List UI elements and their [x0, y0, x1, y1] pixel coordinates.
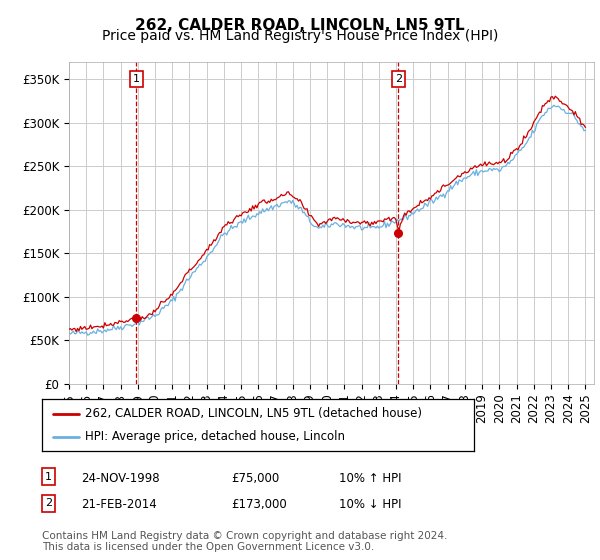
Text: £75,000: £75,000	[231, 472, 279, 484]
Text: 262, CALDER ROAD, LINCOLN, LN5 9TL: 262, CALDER ROAD, LINCOLN, LN5 9TL	[135, 18, 465, 33]
Text: 2: 2	[395, 74, 402, 85]
Text: 10% ↓ HPI: 10% ↓ HPI	[339, 498, 401, 511]
Text: 1: 1	[45, 472, 52, 482]
Text: £173,000: £173,000	[231, 498, 287, 511]
Text: 10% ↑ HPI: 10% ↑ HPI	[339, 472, 401, 484]
Text: HPI: Average price, detached house, Lincoln: HPI: Average price, detached house, Linc…	[85, 431, 345, 444]
Text: Price paid vs. HM Land Registry's House Price Index (HPI): Price paid vs. HM Land Registry's House …	[102, 29, 498, 43]
Text: 24-NOV-1998: 24-NOV-1998	[81, 472, 160, 484]
Text: 21-FEB-2014: 21-FEB-2014	[81, 498, 157, 511]
Text: 1: 1	[133, 74, 140, 85]
Text: 262, CALDER ROAD, LINCOLN, LN5 9TL (detached house): 262, CALDER ROAD, LINCOLN, LN5 9TL (deta…	[85, 407, 422, 420]
Text: Contains HM Land Registry data © Crown copyright and database right 2024.
This d: Contains HM Land Registry data © Crown c…	[42, 531, 448, 553]
Text: 2: 2	[45, 498, 52, 508]
